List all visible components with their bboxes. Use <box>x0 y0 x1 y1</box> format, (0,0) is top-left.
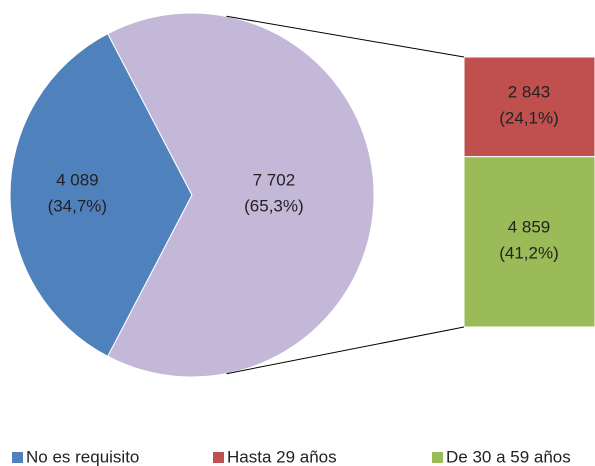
bar-percent-label: (41,2%) <box>499 243 559 262</box>
legend-label: No es requisito <box>26 447 139 466</box>
connector-line <box>226 15 465 58</box>
bar-segment <box>463 56 595 158</box>
bar-percent-label: (24,1%) <box>499 108 559 127</box>
legend-swatch <box>213 452 224 463</box>
legend-swatch <box>432 452 443 463</box>
legend-swatch <box>12 452 23 463</box>
pie-slice <box>9 33 193 357</box>
bar-segment <box>463 156 595 328</box>
slice-value-label: 4 089 <box>56 170 99 189</box>
legend-label: De 30 a 59 años <box>446 447 571 466</box>
slice-value-label: 7 702 <box>253 170 296 189</box>
slice-percent-label: (65,3%) <box>244 196 304 215</box>
legend-label: Hasta 29 años <box>227 447 337 466</box>
pie-slice <box>107 12 375 378</box>
bar-value-label: 2 843 <box>508 82 551 101</box>
connector-line <box>226 326 465 375</box>
bar-value-label: 4 859 <box>508 217 551 236</box>
slice-percent-label: (34,7%) <box>48 196 108 215</box>
